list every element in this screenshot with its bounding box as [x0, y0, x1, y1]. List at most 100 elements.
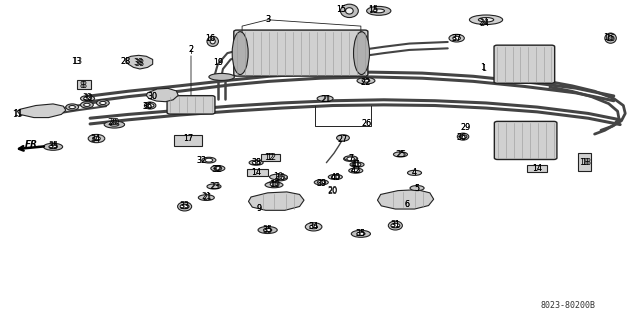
Circle shape — [205, 158, 212, 162]
Ellipse shape — [340, 4, 358, 18]
Text: 42: 42 — [351, 167, 361, 175]
Text: 1: 1 — [481, 63, 486, 72]
Circle shape — [310, 225, 317, 229]
Ellipse shape — [267, 182, 281, 187]
Text: 1: 1 — [481, 63, 485, 72]
Text: 38: 38 — [135, 59, 145, 68]
Circle shape — [352, 169, 360, 173]
Text: 7: 7 — [348, 154, 353, 163]
Text: 13: 13 — [71, 57, 81, 66]
Text: 35: 35 — [356, 229, 366, 238]
Text: 21: 21 — [320, 95, 330, 104]
Polygon shape — [378, 190, 434, 209]
Text: 10: 10 — [269, 180, 279, 189]
Circle shape — [276, 176, 284, 180]
Text: 20: 20 — [328, 187, 338, 196]
Bar — [247, 169, 268, 176]
Ellipse shape — [605, 33, 616, 43]
Text: 3: 3 — [265, 15, 270, 24]
Text: 21: 21 — [321, 95, 332, 104]
Text: 24: 24 — [480, 19, 490, 28]
Ellipse shape — [207, 184, 221, 189]
Text: 11: 11 — [12, 110, 22, 119]
Ellipse shape — [478, 18, 493, 22]
Ellipse shape — [353, 32, 369, 75]
Text: 27: 27 — [338, 135, 348, 144]
Text: 4: 4 — [412, 168, 417, 177]
Ellipse shape — [198, 195, 214, 200]
Text: 20: 20 — [109, 117, 120, 127]
Circle shape — [97, 100, 109, 106]
Ellipse shape — [410, 186, 424, 191]
Ellipse shape — [367, 6, 391, 15]
Circle shape — [347, 157, 355, 161]
Circle shape — [93, 137, 100, 140]
Ellipse shape — [110, 123, 119, 126]
Ellipse shape — [49, 145, 57, 148]
Ellipse shape — [356, 232, 365, 235]
Ellipse shape — [317, 96, 333, 101]
Text: 15: 15 — [336, 5, 346, 14]
Text: 14: 14 — [532, 164, 542, 173]
Text: 34: 34 — [90, 135, 100, 144]
Text: 4: 4 — [412, 168, 417, 177]
Circle shape — [317, 181, 325, 184]
Text: 14: 14 — [251, 168, 261, 177]
Text: 32: 32 — [84, 94, 94, 103]
Bar — [527, 165, 547, 172]
Ellipse shape — [344, 156, 357, 160]
Circle shape — [84, 97, 92, 100]
Ellipse shape — [350, 162, 364, 167]
Text: 40: 40 — [330, 173, 340, 182]
Circle shape — [252, 161, 260, 165]
Text: 34: 34 — [308, 222, 319, 231]
Circle shape — [270, 182, 278, 186]
Text: 36: 36 — [457, 133, 467, 142]
Ellipse shape — [265, 182, 283, 188]
Text: 10: 10 — [273, 172, 283, 181]
Ellipse shape — [177, 202, 191, 211]
Ellipse shape — [44, 143, 63, 150]
Circle shape — [305, 223, 322, 231]
Text: FR.: FR. — [24, 140, 41, 149]
Circle shape — [337, 135, 349, 141]
Text: 5: 5 — [415, 184, 420, 193]
Text: 24: 24 — [479, 19, 488, 27]
Text: 14: 14 — [532, 164, 542, 173]
Text: 31: 31 — [390, 220, 401, 229]
Text: 22: 22 — [361, 78, 371, 87]
Text: 32: 32 — [83, 93, 93, 102]
Text: 14: 14 — [251, 168, 261, 177]
Ellipse shape — [394, 152, 408, 157]
Text: 25: 25 — [396, 150, 406, 159]
Text: 12: 12 — [266, 153, 276, 162]
Text: 18: 18 — [579, 158, 589, 167]
Circle shape — [100, 101, 106, 105]
Ellipse shape — [469, 15, 502, 25]
Text: 21: 21 — [202, 193, 212, 202]
Text: 20: 20 — [328, 186, 338, 195]
Ellipse shape — [351, 230, 371, 237]
Circle shape — [391, 223, 400, 228]
Text: 21: 21 — [201, 192, 211, 202]
Text: 35: 35 — [356, 229, 366, 238]
Circle shape — [66, 104, 79, 110]
Ellipse shape — [344, 156, 358, 161]
Ellipse shape — [207, 36, 218, 47]
Text: 40: 40 — [330, 173, 340, 182]
Text: 35: 35 — [262, 226, 273, 235]
Text: 2: 2 — [188, 45, 193, 55]
Ellipse shape — [458, 133, 468, 140]
Polygon shape — [126, 55, 153, 69]
Polygon shape — [147, 88, 178, 102]
Text: 38: 38 — [251, 158, 261, 167]
Text: 15: 15 — [369, 5, 379, 14]
Text: 16: 16 — [205, 34, 215, 43]
Text: 34: 34 — [90, 134, 100, 143]
Text: 6: 6 — [404, 200, 410, 209]
Circle shape — [84, 103, 90, 107]
Text: 16: 16 — [205, 34, 215, 43]
Text: 34: 34 — [308, 222, 319, 231]
Circle shape — [332, 175, 339, 179]
Ellipse shape — [81, 96, 95, 101]
